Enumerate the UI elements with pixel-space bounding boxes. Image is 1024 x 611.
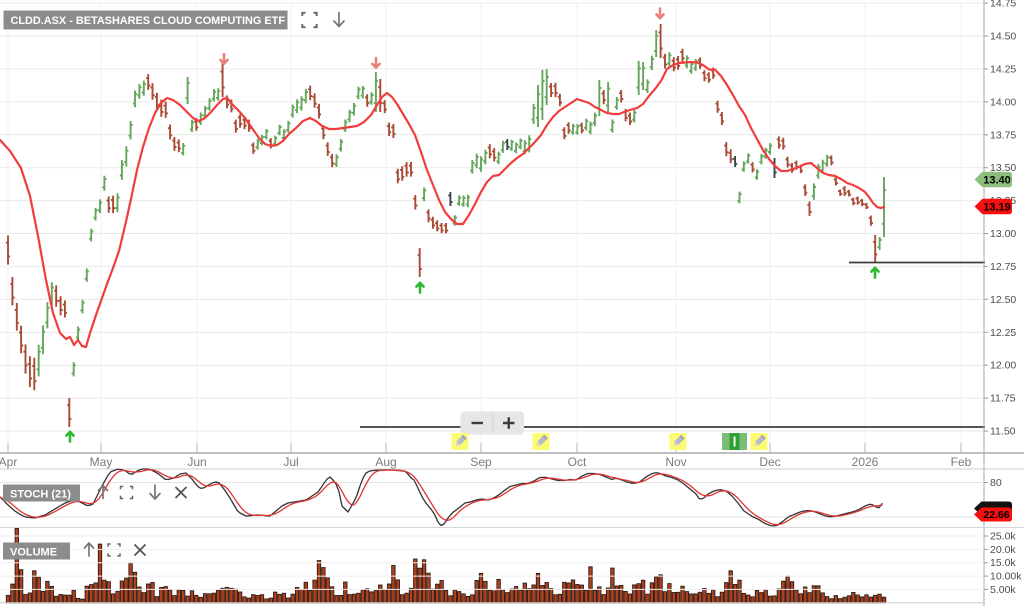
svg-text:May: May (90, 455, 113, 469)
svg-text:Apr: Apr (0, 455, 17, 469)
svg-text:STOCH (21): STOCH (21) (10, 489, 71, 501)
svg-text:Feb: Feb (951, 455, 972, 469)
svg-text:14.75: 14.75 (990, 0, 1016, 10)
svg-text:12.75: 12.75 (990, 261, 1016, 273)
svg-text:Dec: Dec (759, 455, 780, 469)
svg-text:VOLUME: VOLUME (10, 547, 57, 559)
svg-text:13.00: 13.00 (990, 228, 1016, 240)
svg-text:CLDD.ASX - BETASHARES CLOUD CO: CLDD.ASX - BETASHARES CLOUD COMPUTING ET… (11, 15, 286, 27)
svg-text:Nov: Nov (665, 455, 686, 469)
svg-text:12.00: 12.00 (990, 360, 1016, 372)
svg-text:13.19: 13.19 (983, 201, 1011, 213)
svg-text:Jun: Jun (187, 455, 206, 469)
svg-text:14.25: 14.25 (990, 63, 1016, 75)
svg-text:14.50: 14.50 (990, 31, 1016, 43)
svg-text:Aug: Aug (375, 455, 396, 469)
svg-text:11.50: 11.50 (990, 426, 1016, 438)
svg-text:15.0k: 15.0k (990, 557, 1016, 569)
svg-text:20.0k: 20.0k (990, 544, 1016, 556)
svg-text:13.40: 13.40 (983, 174, 1011, 186)
svg-text:2026: 2026 (852, 455, 879, 469)
svg-text:10.00k: 10.00k (990, 571, 1022, 583)
svg-text:12.25: 12.25 (990, 327, 1016, 339)
svg-text:5.00k: 5.00k (990, 584, 1016, 596)
svg-text:13.75: 13.75 (990, 129, 1016, 141)
svg-text:12.50: 12.50 (990, 294, 1016, 306)
svg-text:14.00: 14.00 (990, 96, 1016, 108)
svg-text:11.75: 11.75 (990, 393, 1016, 405)
svg-text:Oct: Oct (568, 455, 587, 469)
svg-text:Jul: Jul (283, 455, 298, 469)
svg-text:13.50: 13.50 (990, 162, 1016, 174)
svg-text:25.0k: 25.0k (990, 531, 1016, 543)
svg-text:80: 80 (990, 477, 1002, 489)
svg-text:22.66: 22.66 (983, 509, 1009, 521)
svg-text:Sep: Sep (470, 455, 492, 469)
